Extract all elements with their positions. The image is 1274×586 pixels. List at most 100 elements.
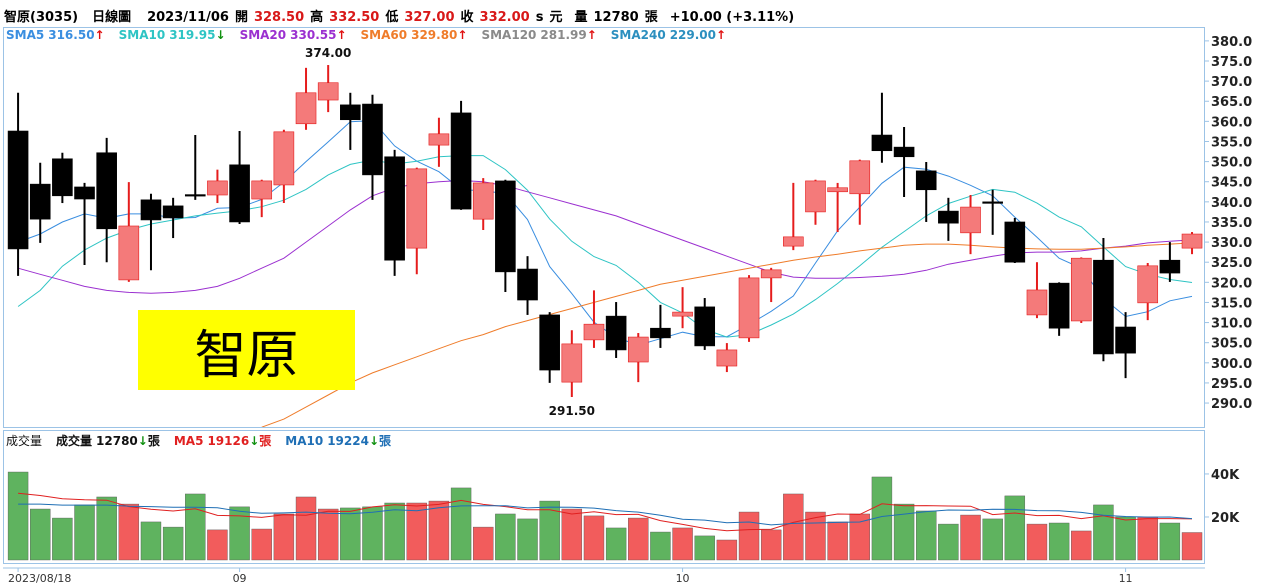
volume-arrow: ↓ — [137, 434, 148, 448]
candle-body — [760, 269, 782, 279]
candle-body — [871, 134, 893, 152]
y-tick-label: 340.0 — [1211, 196, 1252, 211]
candle-body — [140, 199, 162, 221]
volume-bar — [96, 496, 117, 561]
sma-line — [261, 242, 1193, 427]
volume-bar — [738, 511, 760, 561]
volume-title: 成交量 — [6, 434, 43, 448]
volume-bar — [207, 529, 228, 561]
y-tick-label: 375.0 — [1211, 55, 1252, 70]
candle-body — [1004, 221, 1026, 263]
sma-value: 281.99 — [540, 28, 587, 42]
volume-bar — [295, 496, 317, 561]
unit: 元 — [549, 10, 563, 25]
volume-bar — [605, 527, 627, 561]
sma-legend-item: SMA10 319.95↓ — [119, 28, 226, 42]
sma-name: SMA10 — [118, 28, 166, 42]
volume-bar — [938, 523, 959, 561]
volume-value: 12780 — [96, 434, 138, 448]
ma-value: 19126 — [207, 434, 250, 448]
volume-bar — [1137, 516, 1158, 561]
ma-arrow: ↓ — [368, 434, 380, 448]
volume-label: 量 — [574, 10, 588, 25]
volume-bar — [650, 531, 671, 561]
volume-bar — [1004, 495, 1026, 561]
candle-body — [517, 268, 538, 301]
volume-bar — [517, 518, 538, 561]
candle-body — [1115, 326, 1136, 354]
volume-bar — [982, 518, 1003, 561]
candle-body — [605, 315, 627, 351]
volume-bar — [7, 471, 29, 561]
volume-bar — [1048, 522, 1070, 561]
x-tick-label: 11 — [1119, 572, 1133, 585]
candle-body — [7, 130, 29, 250]
volume-bar — [716, 539, 738, 561]
volume-bar — [384, 502, 405, 561]
volume-bar — [273, 513, 295, 561]
volume-bar — [893, 503, 915, 561]
candle-body — [229, 164, 250, 223]
sma-name: SMA240 — [610, 28, 666, 42]
sma-line — [17, 120, 1193, 346]
stock-name: 智原(3035) — [4, 10, 79, 25]
volume-tick-label: 40K — [1211, 468, 1240, 483]
field-value: 328.50 — [253, 10, 305, 25]
candle-body — [251, 180, 273, 200]
volume-legend: 成交量 成交量 12780↓張 MA5 19126↓張 MA10 19224↓張 — [6, 432, 391, 449]
candle-body — [118, 225, 140, 281]
candle-body — [849, 160, 871, 195]
ma-name: MA5 — [173, 434, 204, 448]
volume-bar — [583, 515, 605, 561]
sma-legend-item: SMA20 330.55↑ — [240, 28, 347, 42]
sma-legend-item: SMA240 229.00↑ — [611, 28, 726, 42]
sma-value: 329.80 — [411, 28, 458, 42]
volume-bar — [406, 502, 427, 561]
volume-bar — [805, 511, 826, 561]
volume-legend-item: 成交量 12780↓張 — [56, 432, 160, 449]
date: 2023/11/06 — [147, 10, 229, 25]
field-label: 收 — [460, 10, 474, 25]
y-tick-label: 365.0 — [1211, 95, 1252, 110]
y-tick-label: 345.0 — [1211, 176, 1252, 191]
candle-body — [1070, 257, 1092, 322]
volume-ma-legend-item: MA10 19224↓張 — [285, 432, 391, 449]
sma-value: 330.55 — [290, 28, 337, 42]
field-value: 332.50 — [329, 10, 380, 25]
volume-ma-line — [18, 492, 1193, 532]
sma-legend-item: SMA60 329.80↑ — [361, 28, 468, 42]
volume-bar — [849, 513, 870, 561]
ma-value: 19224 — [327, 434, 369, 448]
volume-bar — [1181, 532, 1203, 561]
candle-body — [1181, 233, 1203, 249]
volume-bar — [760, 529, 782, 561]
volume-bar — [1026, 523, 1048, 561]
volume-bar — [185, 493, 206, 561]
y-tick-label: 290.0 — [1211, 397, 1252, 412]
volume-bar — [450, 487, 472, 561]
field-label: 開 — [234, 10, 248, 25]
sma-arrow: ↓ — [215, 28, 226, 42]
candle-body — [184, 194, 206, 197]
volume-bar — [1093, 504, 1114, 561]
min-annotation: 291.50 — [549, 404, 595, 418]
watermark: 智原 — [138, 310, 355, 390]
sma-legend: SMA5 316.50↑ SMA10 319.95↓ SMA20 330.55↑ SMA60… — [6, 28, 726, 42]
field-label: 低 — [385, 10, 399, 25]
sma-legend-item: SMA120 281.99↑ — [481, 28, 596, 42]
y-tick-label: 315.0 — [1211, 296, 1252, 311]
y-tick-label: 320.0 — [1211, 276, 1252, 291]
sma-line — [17, 179, 1193, 294]
candle-body — [295, 92, 317, 125]
candle-body — [450, 112, 472, 210]
x-tick-label: 09 — [233, 572, 247, 585]
volume-bar — [52, 517, 73, 561]
candle-body — [472, 182, 494, 220]
candle-body — [273, 131, 295, 186]
change: +10.00 (+3.11%) — [669, 10, 795, 25]
candle-body — [561, 343, 583, 383]
volume-bar — [473, 526, 494, 561]
volume-ma-line — [18, 503, 1193, 526]
